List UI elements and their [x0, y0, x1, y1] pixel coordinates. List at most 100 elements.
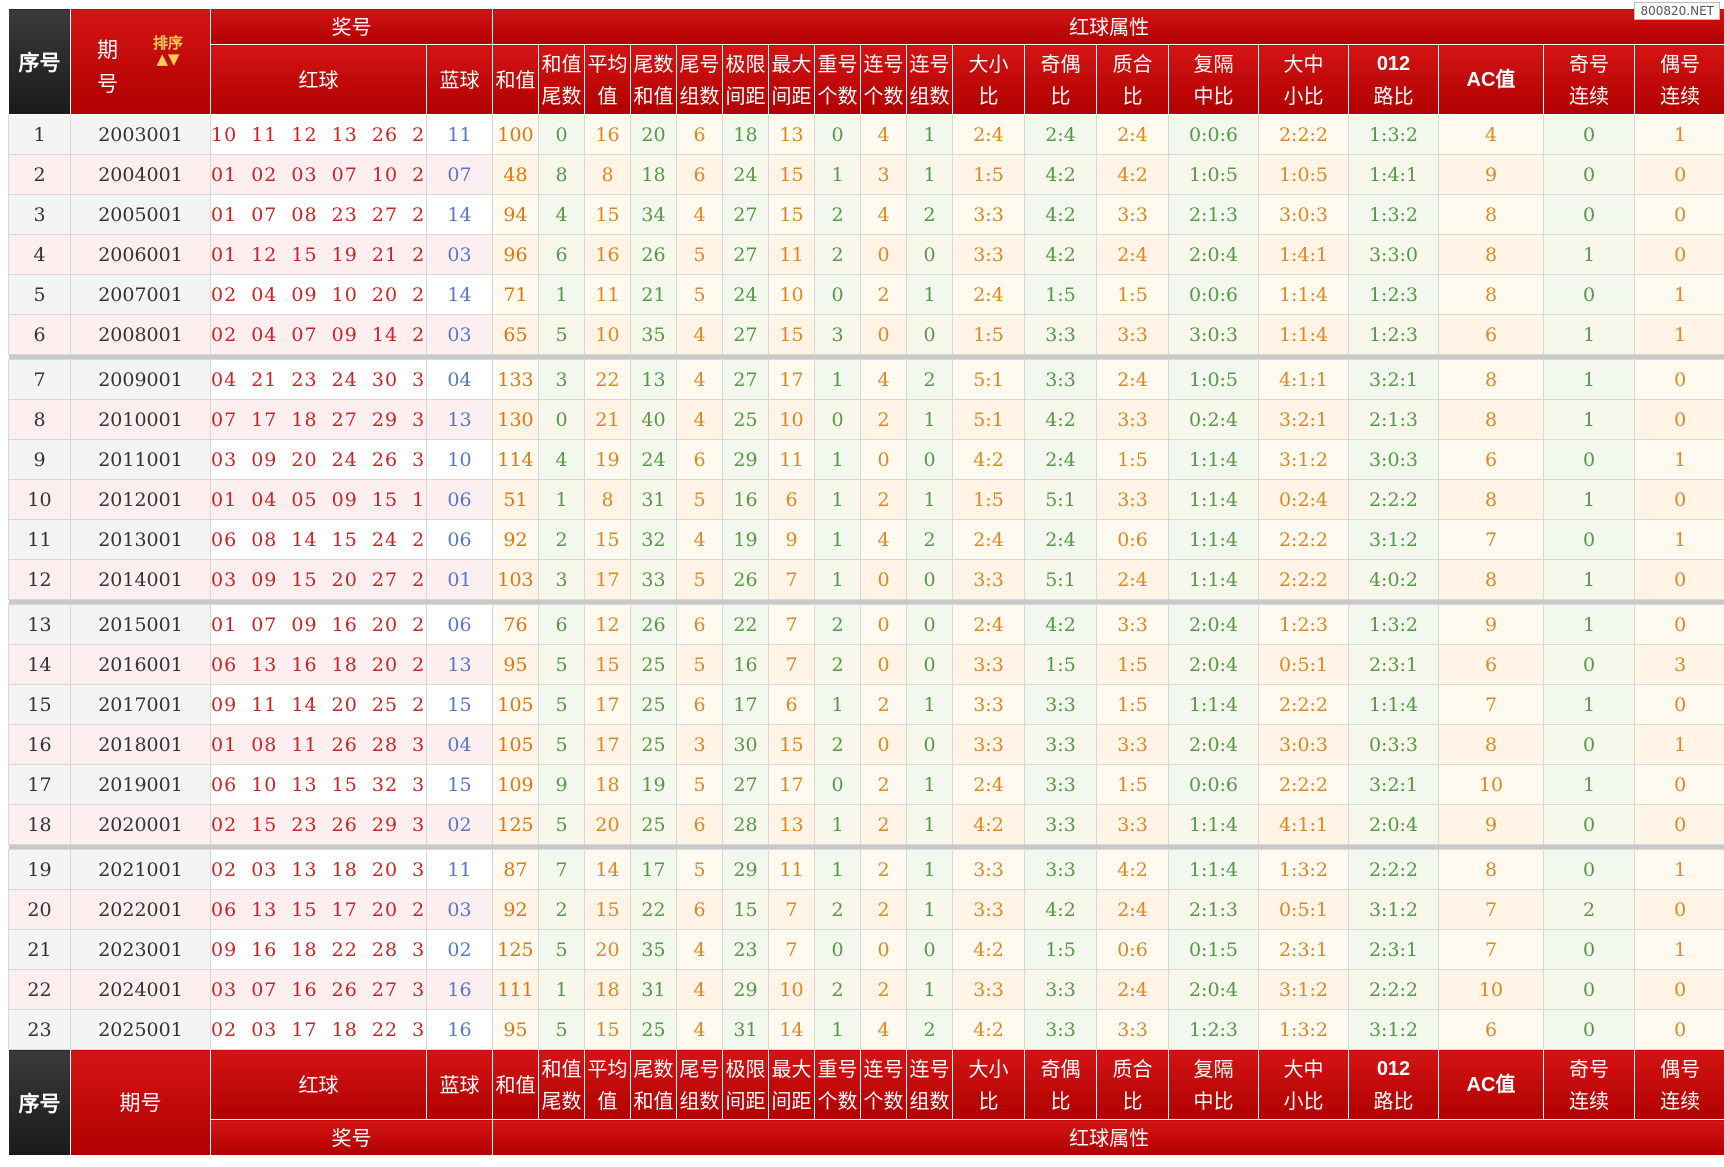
- attr-cell: 0: [1633, 154, 1724, 195]
- attr-cell: 0: [814, 274, 861, 315]
- attr-cell: 1: [906, 399, 953, 440]
- period-cell: 2005001: [70, 194, 211, 235]
- table-row[interactable]: 20 2022001 06 13 15 17 20 21 03 92 2 15 22 6 15 7 2…: [8, 889, 1724, 930]
- attr-cell: 0: [906, 724, 953, 765]
- attr-cell: 1:1:4: [1168, 559, 1259, 600]
- attr-cell: 3:3: [952, 889, 1025, 930]
- table-row[interactable]: 7 2009001 04 21 23 24 30 31 04 133 3 22 13 4 27 17…: [8, 359, 1724, 400]
- table-row[interactable]: 8 2010001 07 17 18 27 29 32 13 130 0 21 40 4 25 10…: [8, 399, 1724, 440]
- attr-cell: 2:1:3: [1168, 194, 1259, 235]
- table-row[interactable]: 13 2015001 01 07 09 16 20 23 06 76 6 12 26 6 22 7 2…: [8, 604, 1724, 645]
- attr-cell: 0:5:1: [1258, 644, 1349, 685]
- blue-footer: 蓝球: [426, 1049, 493, 1120]
- table-row[interactable]: 23 2025001 02 03 17 18 22 33 16 95 5 15 25 4 31 14…: [8, 1009, 1724, 1050]
- attr-cell: 7: [538, 849, 585, 890]
- blue-ball-cell: 14: [426, 274, 493, 315]
- table-row[interactable]: 15 2017001 09 11 14 20 25 26 15 105 5 17 25 6 17 6…: [8, 684, 1724, 725]
- table-row[interactable]: 9 2011001 03 09 20 24 26 32 10 114 4 19 24 6 29 11…: [8, 439, 1724, 480]
- seq-cell: 8: [8, 399, 71, 440]
- attr-cell: 26: [722, 559, 769, 600]
- attr-cell: 1:5: [1024, 644, 1097, 685]
- attr-cell: 4: [860, 519, 907, 560]
- table-row[interactable]: 2 2004001 01 02 03 07 10 25 07 48 8 8 18 6 24 15 1 3…: [8, 154, 1724, 195]
- attr-cell: 3:3: [1096, 314, 1169, 355]
- attr-cell: 3:0:3: [1258, 724, 1349, 765]
- attr-cell: 1:2:3: [1348, 274, 1439, 315]
- footer-attr-16: AC值: [1438, 1049, 1544, 1120]
- attr-cell: 95: [492, 1009, 539, 1050]
- attr-cell: 7: [1438, 684, 1544, 725]
- attr-cell: 3:0:3: [1168, 314, 1259, 355]
- seq-cell: 22: [8, 969, 71, 1010]
- attr-cell: 4: [676, 519, 723, 560]
- header-attr-14: 大中 小比: [1258, 44, 1349, 115]
- attr-cell: 35: [630, 314, 677, 355]
- attr-cell: 4:2: [952, 929, 1025, 970]
- attr-cell: 2: [538, 889, 585, 930]
- table-row[interactable]: 17 2019001 06 10 13 15 32 33 15 109 9 18 19 5 27 1…: [8, 764, 1724, 805]
- table-row[interactable]: 1 2003001 10 11 12 13 26 28 11 100 0 16 20 6 18 13…: [8, 114, 1724, 155]
- attr-cell: 1:0:5: [1258, 154, 1349, 195]
- header-attr-0: 和值: [492, 44, 539, 115]
- table-row[interactable]: 6 2008001 02 04 07 09 14 29 03 65 5 10 35 4 27 15 3…: [8, 314, 1724, 355]
- attr-cell: 2:4: [1024, 114, 1097, 155]
- attr-cell: 1: [1543, 359, 1635, 400]
- attr-cell: 3:1:2: [1258, 439, 1349, 480]
- blue-ball-cell: 07: [426, 154, 493, 195]
- period-cell: 2004001: [70, 154, 211, 195]
- table-row[interactable]: 11 2013001 06 08 14 15 24 25 06 92 2 15 32 4 19 9 1…: [8, 519, 1724, 560]
- table-row[interactable]: 5 2007001 02 04 09 10 20 26 14 71 1 11 21 5 24 10 0…: [8, 274, 1724, 315]
- attr-cell: 4: [860, 359, 907, 400]
- attr-cell: 2:2:2: [1258, 684, 1349, 725]
- attr-cell: 1: [814, 439, 861, 480]
- blue-ball-cell: 16: [426, 969, 493, 1010]
- table-row[interactable]: 22 2024001 03 07 16 26 27 32 16 111 1 18 31 4 29 1…: [8, 969, 1724, 1010]
- table-row[interactable]: 14 2016001 06 13 16 18 20 22 13 95 5 15 25 5 16 7 2…: [8, 644, 1724, 685]
- attr-cell: 6: [676, 684, 723, 725]
- attr-cell: 18: [630, 154, 677, 195]
- attr-cell: 125: [492, 929, 539, 970]
- attr-cell: 0: [1633, 194, 1724, 235]
- attr-cell: 0: [1543, 439, 1635, 480]
- attr-cell: 5: [676, 274, 723, 315]
- sort-button[interactable]: 排序 ▲▼: [148, 35, 188, 67]
- attr-cell: 0: [1633, 1009, 1724, 1050]
- attr-cell: 15: [768, 314, 815, 355]
- attr-cell: 3:3: [952, 644, 1025, 685]
- red-balls-cell: 06 08 14 15 24 25: [210, 519, 427, 560]
- attr-cell: 10: [768, 969, 815, 1010]
- footer-attr-0: 和值: [492, 1049, 539, 1120]
- table-row[interactable]: 19 2021001 02 03 13 18 20 31 11 87 7 14 17 5 29 11…: [8, 849, 1724, 890]
- attr-cell: 1: [1543, 559, 1635, 600]
- attr-cell: 26: [630, 234, 677, 275]
- attr-cell: 1: [1633, 519, 1724, 560]
- table-row[interactable]: 16 2018001 01 08 11 26 28 31 04 105 5 17 25 3 30 1…: [8, 724, 1724, 765]
- attr-cell: 1: [906, 114, 953, 155]
- attr-cell: 4:2: [1024, 194, 1097, 235]
- attr-cell: 2: [814, 234, 861, 275]
- blue-ball-cell: 16: [426, 1009, 493, 1050]
- footer-attr-18: 偶号 连续: [1633, 1049, 1724, 1120]
- attr-cell: 2: [860, 969, 907, 1010]
- blue-ball-cell: 14: [426, 194, 493, 235]
- table-row[interactable]: 4 2006001 01 12 15 19 21 28 03 96 6 16 26 5 27 11 2…: [8, 234, 1724, 275]
- attr-cell: 9: [538, 764, 585, 805]
- attr-cell: 2: [814, 889, 861, 930]
- attr-cell: 3:3: [1024, 849, 1097, 890]
- table-row[interactable]: 18 2020001 02 15 23 26 29 30 02 125 5 20 25 6 28 1…: [8, 804, 1724, 845]
- attr-cell: 4:1:1: [1258, 359, 1349, 400]
- table-row[interactable]: 21 2023001 09 16 18 22 28 32 02 125 5 20 35 4 23 7…: [8, 929, 1724, 970]
- table-row[interactable]: 3 2005001 01 07 08 23 27 28 14 94 4 15 34 4 27 15 2…: [8, 194, 1724, 235]
- attr-cell: 25: [630, 1009, 677, 1050]
- period-header[interactable]: 期 号 排序 ▲▼: [70, 8, 211, 115]
- table-row[interactable]: 10 2012001 01 04 05 09 15 17 06 51 1 8 31 5 16 6 1 2…: [8, 479, 1724, 520]
- attr-cell: 3:0:3: [1258, 194, 1349, 235]
- table-row[interactable]: 12 2014001 03 09 15 20 27 29 01 103 3 17 33 5 26 7…: [8, 559, 1724, 600]
- attr-cell: 31: [630, 969, 677, 1010]
- attr-cell: 2:4: [1096, 234, 1169, 275]
- period-cell: 2019001: [70, 764, 211, 805]
- red-balls-cell: 06 10 13 15 32 33: [210, 764, 427, 805]
- footer-attr-10: 大小比: [952, 1049, 1025, 1120]
- attr-cell: 17: [768, 764, 815, 805]
- attr-cell: 2: [860, 889, 907, 930]
